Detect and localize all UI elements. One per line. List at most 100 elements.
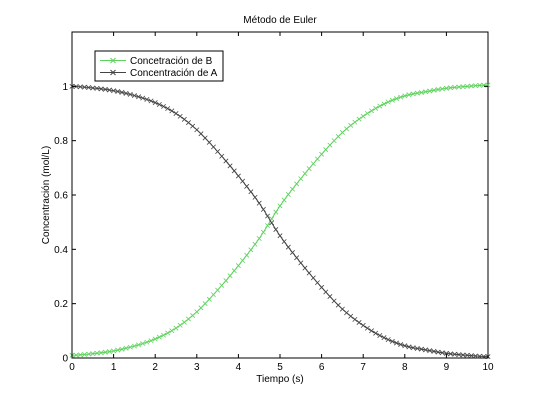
data-point	[377, 333, 383, 338]
data-point	[427, 88, 433, 94]
data-point	[244, 252, 250, 258]
data-point	[352, 316, 358, 322]
data-point	[111, 348, 117, 354]
data-point	[302, 265, 308, 271]
data-point	[231, 168, 237, 174]
data-point	[323, 147, 329, 153]
data-point	[335, 302, 341, 308]
data-point	[306, 166, 312, 172]
data-point	[90, 85, 96, 91]
data-point	[219, 282, 225, 288]
data-point	[294, 181, 300, 187]
data-point	[427, 348, 433, 354]
data-point	[406, 344, 412, 350]
data-point	[327, 142, 333, 148]
data-point	[356, 116, 362, 122]
data-point	[410, 345, 416, 351]
data-point	[81, 84, 87, 90]
data-point	[140, 341, 146, 347]
data-point	[106, 349, 112, 355]
data-point	[360, 322, 366, 328]
data-point	[377, 103, 383, 109]
data-point	[86, 351, 92, 357]
data-point	[152, 336, 158, 342]
x-tick-label: 7	[360, 362, 366, 373]
data-point	[119, 89, 125, 95]
data-point	[173, 325, 179, 331]
data-point	[281, 197, 287, 203]
x-tick-label: 8	[402, 362, 408, 373]
data-point	[339, 130, 345, 135]
data-point	[464, 83, 470, 89]
data-point	[310, 275, 316, 281]
data-point	[423, 89, 429, 95]
data-point	[198, 305, 204, 311]
legend-items	[100, 57, 126, 76]
y-tick-label: 0.2	[54, 299, 68, 310]
data-point	[373, 330, 379, 336]
data-point	[460, 84, 466, 90]
data-point	[240, 178, 246, 184]
x-tick-label: 5	[277, 362, 283, 373]
data-point	[373, 105, 379, 111]
data-point	[418, 89, 424, 95]
data-point	[398, 94, 404, 100]
data-point	[381, 101, 387, 107]
data-point	[73, 84, 79, 90]
data-point	[464, 352, 470, 358]
data-point	[98, 350, 104, 356]
data-point	[252, 194, 258, 200]
data-point	[323, 289, 329, 295]
y-tick-label: 0.4	[54, 245, 68, 256]
data-point	[194, 309, 200, 315]
data-point	[285, 191, 291, 197]
plot-layer	[69, 82, 491, 360]
data-point	[73, 352, 79, 358]
data-point	[94, 85, 100, 91]
data-point	[477, 82, 483, 88]
data-point	[273, 209, 279, 215]
data-point	[181, 319, 187, 325]
data-point	[406, 92, 412, 98]
data-point	[443, 85, 449, 91]
x-axis-title: Tiempo (s)	[256, 374, 303, 385]
data-point	[260, 206, 266, 212]
data-point	[169, 108, 175, 114]
data-point	[456, 84, 462, 90]
data-point	[298, 176, 304, 182]
data-point	[402, 93, 408, 99]
data-point	[252, 241, 258, 247]
data-point	[319, 284, 325, 290]
data-point	[169, 328, 175, 334]
data-point	[273, 227, 279, 232]
data-point	[77, 352, 83, 358]
data-point	[156, 334, 162, 340]
data-point	[235, 173, 241, 179]
data-point	[148, 98, 154, 104]
data-point	[185, 120, 191, 126]
data-point	[119, 346, 125, 352]
data-point	[294, 255, 300, 261]
data-point	[115, 89, 121, 94]
data-point	[227, 273, 233, 279]
data-point	[165, 330, 171, 336]
data-point	[81, 351, 87, 357]
x-tick-label: 1	[111, 362, 117, 373]
data-point	[364, 110, 370, 116]
data-point	[331, 298, 337, 304]
legend-label-b: Concetración de B	[130, 56, 213, 67]
data-point	[352, 119, 358, 125]
data-point	[77, 84, 83, 90]
data-point	[190, 123, 196, 129]
data-point	[127, 344, 133, 350]
data-point	[410, 91, 416, 97]
data-point	[360, 113, 366, 119]
data-point	[210, 144, 216, 150]
data-point	[473, 83, 479, 89]
data-point	[439, 86, 445, 92]
data-point	[131, 343, 137, 349]
data-point	[206, 296, 212, 302]
series-a	[69, 83, 491, 360]
data-point	[177, 322, 183, 328]
plot-area	[71, 31, 489, 359]
